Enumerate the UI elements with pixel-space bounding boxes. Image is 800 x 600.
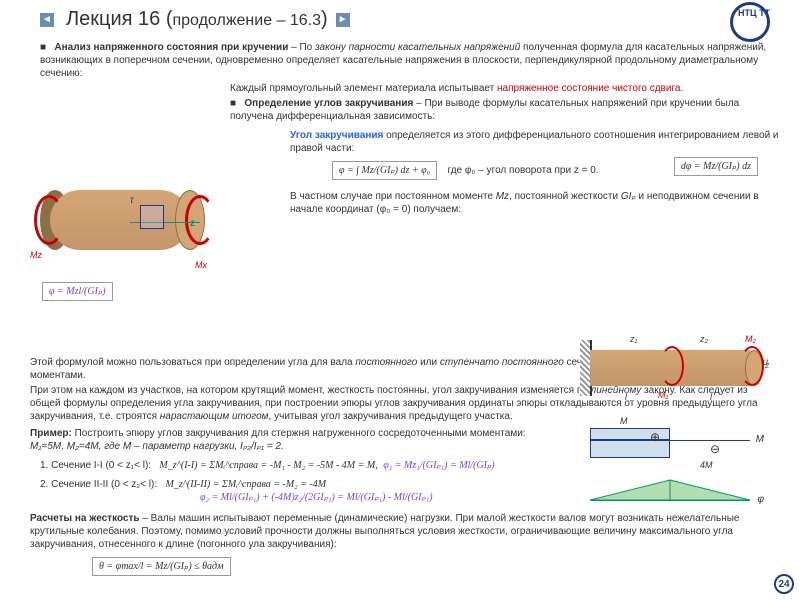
phi-axis-label: φ — [757, 494, 764, 505]
z2-label: z₂ — [700, 334, 708, 344]
page-number: 24 — [774, 574, 794, 594]
m-axis-label: M — [756, 434, 764, 445]
mx-label: Mx — [195, 260, 207, 270]
para-stress-analysis: ■ Анализ напряженного состояния при круч… — [40, 41, 780, 80]
nav-prev-button[interactable]: ◄ — [40, 13, 54, 27]
formula-dphi: dφ = Mz/(GIₚ) dz — [672, 155, 760, 178]
phi0-note: где φ₀ – угол поворота при z = 0. — [448, 165, 599, 176]
l-label-2: l — [710, 392, 712, 402]
para-special-case: В частном случае при постоянном моменте … — [290, 190, 780, 216]
logo-text: НТЦ ТТ — [738, 8, 770, 18]
diagram-torsion-cylinder: z Mz Mx τ — [30, 160, 210, 290]
nav-next-button[interactable]: ► — [336, 13, 350, 27]
m-bar-label: M — [620, 416, 628, 426]
para-pure-shear: Каждый прямоугольный элемент материала и… — [230, 82, 780, 95]
moment-m1-icon — [660, 346, 684, 386]
l-label-1: l — [625, 392, 627, 402]
shear-element-icon — [140, 205, 164, 229]
moment-m2-icon — [740, 346, 764, 386]
z-axis-label: z — [190, 218, 195, 229]
header: ◄ Лекция 16 (продолжение – 16.3) ► — [0, 0, 800, 35]
z-axis-right: z — [765, 360, 770, 370]
m1-label: M₁ — [658, 390, 668, 400]
mz-label: Mz — [30, 250, 42, 260]
m2-label: M₂ — [745, 334, 756, 344]
lecture-title: Лекция 16 (продолжение – 16.3) — [66, 8, 328, 31]
4m-bar-label: 4M — [700, 460, 713, 470]
angle-diagram: φ — [590, 470, 750, 520]
torque-diagram: M 4M ⊕ ⊖ M — [590, 420, 750, 460]
torque-arrow-left-icon — [34, 195, 64, 245]
para-integration: Угол закручивания определяется из этого … — [290, 129, 780, 155]
diagram-shaft-example: M₁ M₂ z₁ z₂ z l l M 4M ⊕ ⊖ M φ — [580, 330, 780, 570]
z1-label: z₁ — [630, 334, 637, 344]
tau-label: τ — [130, 195, 134, 206]
logo: НТЦ ТТ — [730, 2, 790, 42]
para-angle-def: ■ Определение углов закручивания – При в… — [230, 97, 780, 123]
